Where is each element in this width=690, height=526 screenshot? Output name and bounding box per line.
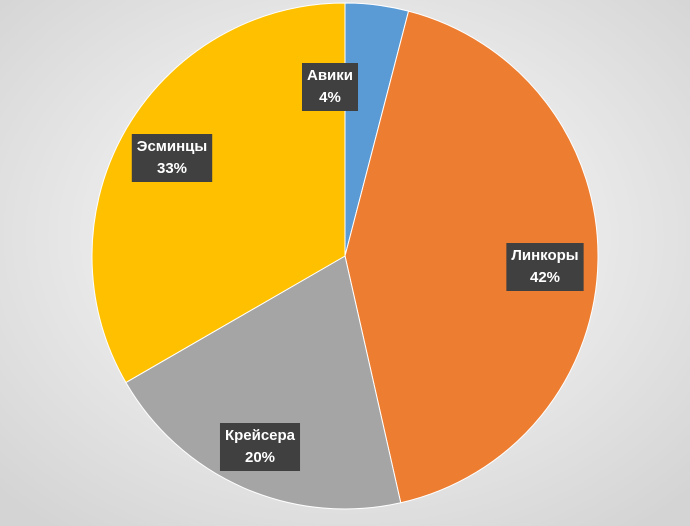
pie-slice bbox=[344, 10, 599, 504]
label-box bbox=[506, 243, 584, 291]
label-box bbox=[131, 134, 213, 182]
label-value: 20% bbox=[245, 449, 275, 466]
pie-slice bbox=[125, 255, 402, 510]
label-box bbox=[301, 63, 359, 111]
pie-slice bbox=[91, 2, 346, 384]
label-value: 42% bbox=[530, 269, 560, 286]
label-category: Эсминцы bbox=[137, 138, 207, 155]
label-category: Крейсера bbox=[225, 427, 296, 444]
label-category: Линкоры bbox=[511, 247, 578, 264]
label-value: 4% bbox=[319, 89, 341, 106]
label-category: Авики bbox=[307, 67, 353, 84]
label-value: 33% bbox=[157, 160, 187, 177]
label-box bbox=[219, 423, 301, 471]
